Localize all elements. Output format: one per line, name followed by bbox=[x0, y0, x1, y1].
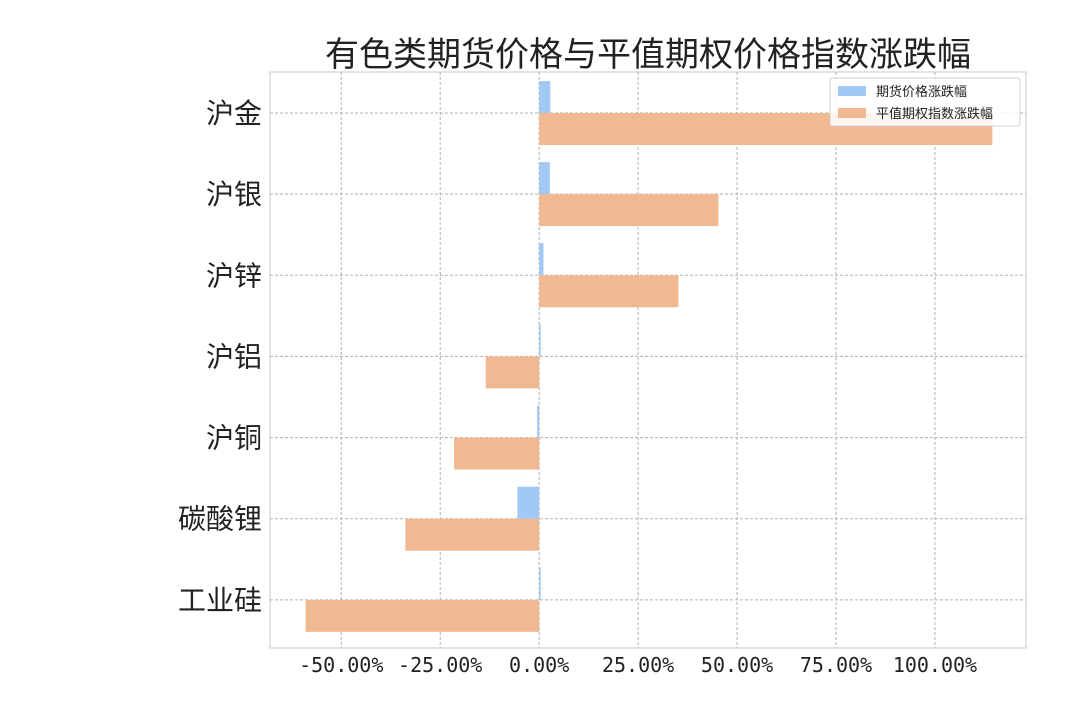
bar-option-5 bbox=[405, 518, 540, 551]
x-tick-label: -25.00% bbox=[398, 653, 482, 677]
chart-title: 有色类期货价格与平值期权价格指数涨跌幅 bbox=[325, 35, 971, 75]
y-tick-label: 沪银 bbox=[206, 178, 262, 211]
x-tick-label: -50.00% bbox=[299, 653, 383, 677]
bar-option-3 bbox=[485, 356, 540, 389]
bar-option-2 bbox=[539, 275, 679, 308]
bar-option-6 bbox=[305, 599, 540, 632]
legend-swatch bbox=[838, 86, 866, 96]
legend-label: 期货价格涨跌幅 bbox=[876, 84, 967, 100]
y-tick-label: 沪铝 bbox=[206, 340, 262, 373]
bar-futures-6 bbox=[539, 567, 541, 600]
y-tick-label: 沪铜 bbox=[206, 422, 262, 455]
y-tick-label: 沪金 bbox=[206, 97, 262, 130]
y-tick-label: 工业硅 bbox=[178, 584, 262, 617]
bar-futures-3 bbox=[539, 324, 541, 357]
grid-layer bbox=[269, 71, 1027, 649]
x-tick-label: 75.00% bbox=[800, 653, 872, 677]
x-tick-label: 100.00% bbox=[893, 653, 977, 677]
bar-futures-4 bbox=[537, 405, 540, 438]
legend-box bbox=[829, 77, 1021, 127]
bar-futures-5 bbox=[517, 486, 540, 519]
bar-futures-1 bbox=[539, 162, 550, 195]
legend-label: 平值期权指数涨跌幅 bbox=[876, 106, 993, 122]
x-tick-label: 50.00% bbox=[701, 653, 773, 677]
y-tick-label: 沪锌 bbox=[206, 259, 262, 292]
bars-layer bbox=[305, 81, 993, 632]
bar-option-1 bbox=[539, 194, 719, 227]
axis-layer: -50.00% -25.00% 0.00% 25.00% 50.00% 75.00% 100… bbox=[178, 97, 977, 677]
plot-frame bbox=[269, 71, 1027, 649]
bar-futures-2 bbox=[539, 243, 544, 276]
x-tick-label: 25.00% bbox=[602, 653, 674, 677]
legend-swatch bbox=[838, 108, 866, 118]
x-tick-label: 0.00% bbox=[509, 653, 569, 677]
bar-futures-0 bbox=[539, 81, 551, 113]
y-tick-label: 碳酸锂 bbox=[178, 503, 262, 536]
bar-option-4 bbox=[454, 437, 540, 470]
